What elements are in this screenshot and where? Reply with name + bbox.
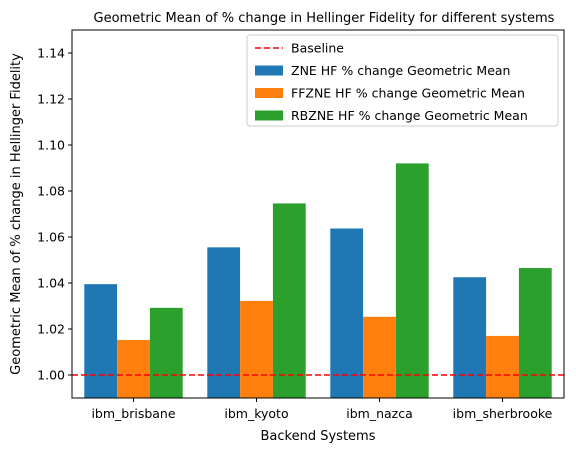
x-tick-label: ibm_kyoto [224,406,288,421]
bar [84,284,118,398]
x-tick-label: ibm_sherbrooke [453,406,553,421]
bar [207,247,241,398]
y-tick-label: 1.02 [37,322,65,337]
bars-layer [84,163,552,398]
y-tick-label: 1.00 [37,368,65,383]
legend-label: ZNE HF % change Geometric Mean [291,63,510,78]
legend-label: Baseline [291,41,344,56]
legend-frame [246,34,559,127]
legend-label: FFZNE HF % change Geometric Mean [291,86,525,101]
y-axis-label: Geometric Mean of % change in Hellinger … [9,53,24,375]
y-tick-label: 1.10 [37,138,65,153]
y-axis: 1.00 1.02 1.04 1.06 1.08 1.10 1.12 1.14 [37,46,72,383]
y-tick-label: 1.06 [37,230,65,245]
bar [395,163,429,398]
bar [518,268,552,398]
bar [363,316,396,398]
x-tick-label: ibm_brisbane [91,406,175,421]
x-axis-label: Backend Systems [261,429,376,444]
bar [453,277,487,398]
x-axis: ibm_brisbane ibm_kyoto ibm_nazca ibm_sherbr… [91,398,553,421]
legend-swatch [255,88,283,98]
y-tick-label: 1.12 [37,92,65,107]
bar [486,335,519,398]
bar [330,228,364,398]
legend-swatch [255,65,283,76]
bar [149,307,183,398]
x-tick-label: ibm_nazca [346,406,413,421]
bar [117,340,150,398]
chart-title: Geometric Mean of % change in Hellinger … [94,11,555,26]
bar [240,300,273,398]
y-tick-label: 1.14 [37,46,65,61]
y-tick-label: 1.04 [37,276,65,291]
plot-frame [71,29,565,399]
legend: Baseline ZNE HF % change Geometric Mean FF… [246,34,559,127]
bar [272,203,306,398]
legend-swatch [255,110,283,121]
legend-label: RBZNE HF % change Geometric Mean [291,108,528,123]
y-tick-label: 1.08 [37,184,65,199]
